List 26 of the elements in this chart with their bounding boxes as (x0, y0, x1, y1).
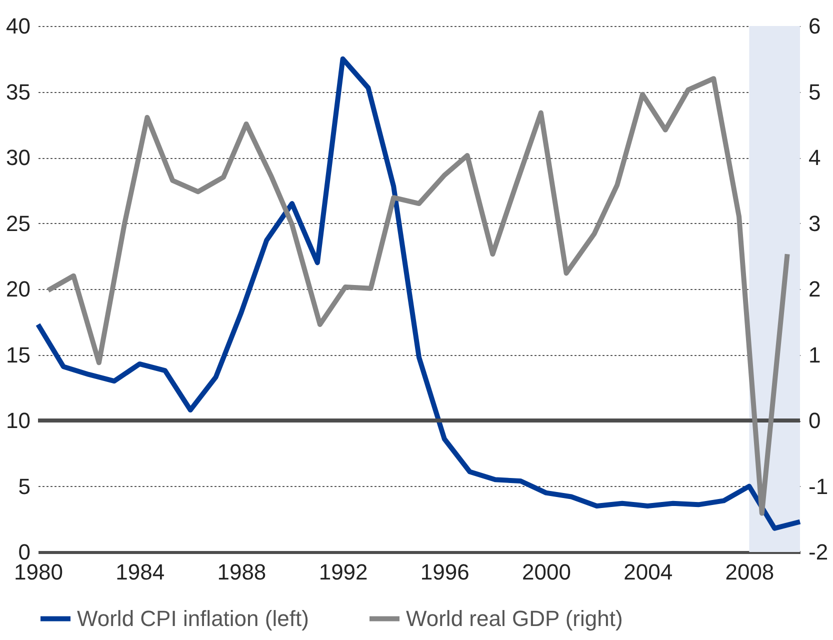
y2-tick-label: 2 (808, 276, 821, 302)
y-tick-label: 5 (18, 474, 30, 499)
y2-tick-label: 4 (808, 145, 821, 170)
x-tick-label: 2004 (624, 560, 673, 584)
y2-tick-label: 5 (808, 79, 821, 104)
y2-tick-label: 1 (808, 342, 821, 368)
y-tick-label: 10 (6, 408, 30, 433)
y-tick-label: 25 (6, 210, 30, 236)
legend-label: World real GDP (right) (406, 606, 623, 631)
y-tick-label: 20 (6, 276, 30, 302)
y2-tick-label: 3 (808, 210, 821, 236)
x-tick-label: 1988 (217, 560, 266, 584)
x-tick-label: 1996 (420, 560, 470, 584)
x-tick-label: 2008 (725, 560, 774, 584)
y2-tick-label: 0 (808, 408, 821, 433)
y2-tick-label: -2 (808, 540, 828, 564)
x-tick-label: 1984 (116, 560, 165, 584)
y-tick-label: 35 (6, 79, 30, 104)
y2-tick-label: -1 (808, 474, 828, 499)
y2-tick-label: 6 (808, 14, 821, 38)
y-tick-label: 15 (6, 342, 30, 368)
x-tick-label: 2000 (522, 560, 571, 584)
x-tick-label: 1992 (318, 560, 368, 584)
y-tick-label: 40 (6, 14, 30, 38)
legend-label: World CPI inflation (left) (77, 606, 309, 631)
y-tick-label: 30 (6, 145, 30, 170)
